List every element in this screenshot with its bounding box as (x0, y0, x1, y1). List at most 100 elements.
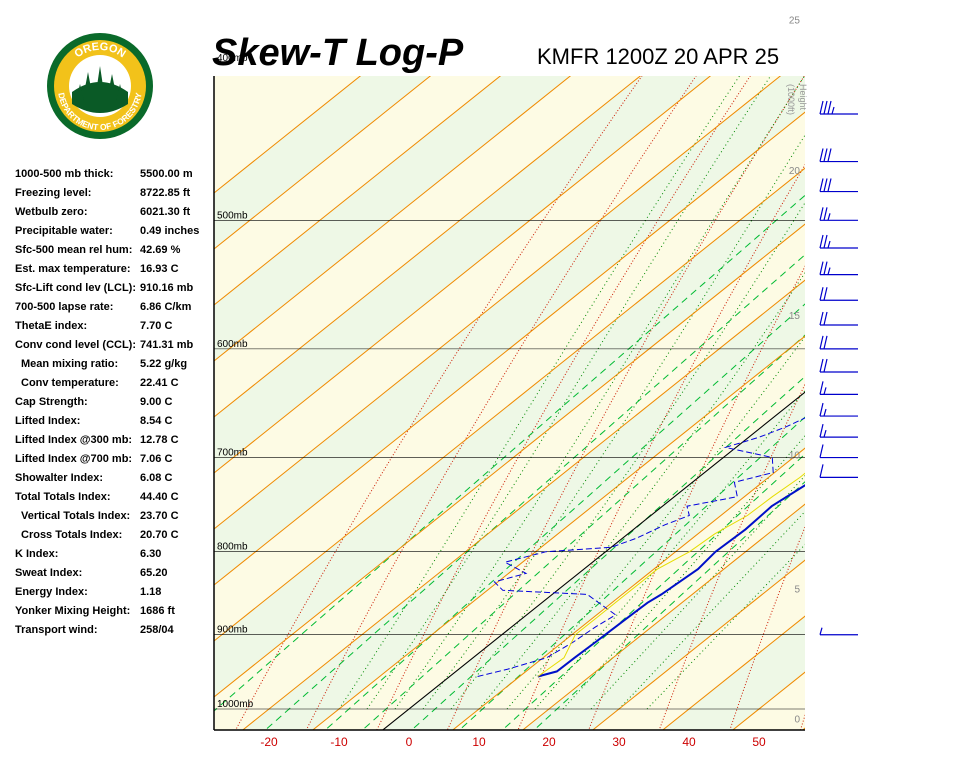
index-value: 65.20 (140, 567, 168, 579)
temperature-tick-label: 10 (472, 735, 486, 749)
index-row: Cap Strength: 9.00 C (15, 396, 215, 415)
temperature-tick-label: 50 (752, 735, 766, 749)
index-label: Precipitable water: (15, 225, 113, 237)
index-label: Total Totals Index: (15, 491, 111, 503)
index-row: Conv temperature: 22.41 C (15, 377, 215, 396)
wind-barb (819, 207, 858, 221)
wind-barb (819, 287, 858, 301)
pressure-tick-label: 900mb (217, 625, 248, 636)
pressure-tick-label: 500mb (217, 210, 248, 221)
wind-barb-full (819, 287, 824, 301)
index-value: 8.54 C (140, 415, 173, 427)
index-value: 12.78 C (140, 434, 179, 446)
index-label: Vertical Totals Index: (21, 510, 131, 522)
height-axis-title: Height (798, 84, 808, 111)
index-label: 700-500 lapse rate: (15, 301, 114, 313)
isotherm-line (214, 167, 805, 642)
wind-barb (819, 148, 858, 163)
wind-barb (819, 100, 858, 115)
wind-barb-full (823, 335, 828, 350)
wind-barb (819, 423, 858, 438)
index-value: 1.18 (140, 586, 162, 598)
index-row: Energy Index: 1.18 (15, 586, 215, 605)
mixing-ratio-line (214, 194, 805, 712)
index-row: Lifted Index @700 mb: 7.06 C (15, 453, 215, 472)
wind-barb-full (823, 287, 828, 301)
mixing-ratio-line (264, 254, 805, 730)
wind-barb (819, 402, 858, 417)
index-label: Mean mixing ratio: (21, 358, 119, 370)
wind-barb (819, 464, 858, 479)
dry-adiabat (517, 163, 805, 730)
index-label: Conv temperature: (21, 377, 119, 389)
wind-barb-full (819, 423, 824, 438)
wind-barb-full (823, 234, 828, 249)
pressure-tick-label: 1000mb (217, 699, 254, 710)
index-value: 258/04 (140, 624, 174, 636)
index-label: Sfc-500 mean rel hum: (15, 244, 133, 256)
mixing-ratio-line (533, 481, 805, 730)
index-value: 7.06 C (140, 453, 173, 465)
moist-adiabat (338, 76, 741, 710)
index-value: 44.40 C (140, 491, 179, 503)
isotherm-line (241, 279, 805, 730)
wind-barb (819, 234, 858, 249)
index-row: Lifted Index @300 mb: 12.78 C (15, 434, 215, 453)
index-row: Est. max temperature: 16.93 C (15, 263, 215, 282)
index-row: Sfc-Lift cond lev (LCL): 910.16 mb (15, 282, 215, 301)
index-row: Transport wind: 258/04 (15, 624, 215, 643)
index-label: Wetbulb zero: (15, 206, 88, 218)
index-row: Showalter Index: 6.08 C (15, 472, 215, 491)
index-row: K Index: 6.30 (15, 548, 215, 567)
wind-barb-full (819, 381, 824, 395)
wind-barb-half (827, 267, 831, 275)
index-label: 1000-500 mb thick: (15, 168, 114, 180)
dry-adiabat (658, 383, 805, 730)
index-row: Wetbulb zero: 6021.30 ft (15, 206, 215, 225)
index-label: Transport wind: (15, 624, 98, 636)
index-value: 7.70 C (140, 320, 173, 332)
wind-barb-full (823, 100, 828, 115)
index-value: 6021.30 ft (140, 206, 191, 218)
wind-barb-full (823, 178, 828, 192)
wind-barb-full (819, 464, 824, 478)
index-value: 9.00 C (140, 396, 173, 408)
index-row: Total Totals Index: 44.40 C (15, 491, 215, 510)
wind-barb (819, 311, 858, 326)
index-row: Lifted Index: 8.54 C (15, 415, 215, 434)
wind-barb-full (827, 100, 832, 115)
wind-barb-full (819, 402, 824, 417)
height-axis-unit: (1000ft) (786, 84, 796, 115)
wind-barb-full (827, 148, 832, 162)
pressure-tick-label: 800mb (217, 542, 248, 553)
index-label: Energy Index: (15, 586, 88, 598)
isotherm-line (521, 503, 805, 730)
index-row: Freezing level: 8722.85 ft (15, 187, 215, 206)
station-time-label: KMFR 1200Z 20 APR 25 (537, 44, 780, 69)
chart-title: Skew-T Log-P (212, 32, 464, 74)
temperature-tick-label: 0 (406, 735, 413, 749)
wind-barb-full (819, 100, 824, 115)
index-value: 741.31 mb (140, 339, 194, 351)
index-value: 6.30 (140, 548, 162, 560)
logo-seal-icon: OREGON DEPARTMENT OF FORESTRY (47, 33, 153, 139)
wind-barb-full (819, 444, 824, 458)
index-row: ThetaE index: 7.70 C (15, 320, 215, 339)
oregon-forestry-logo: OREGON DEPARTMENT OF FORESTRY (46, 32, 154, 140)
wind-barb-full (819, 234, 824, 249)
height-tick-label: 5 (794, 585, 800, 596)
dry-adiabat (931, 0, 960, 768)
index-row: Precipitable water: 0.49 inches (15, 225, 215, 244)
dry-adiabat (859, 0, 960, 768)
index-label: ThetaE index: (15, 320, 88, 332)
index-value: 6.08 C (140, 472, 173, 484)
index-value: 23.70 C (140, 510, 179, 522)
wind-barb-full (827, 178, 832, 192)
wind-barb-full (819, 148, 824, 162)
temperature-tick-label: -10 (330, 735, 348, 749)
index-row: Vertical Totals Index: 23.70 C (15, 510, 215, 529)
index-label: K Index: (15, 548, 59, 560)
temperature-tick-label: -20 (260, 735, 278, 749)
